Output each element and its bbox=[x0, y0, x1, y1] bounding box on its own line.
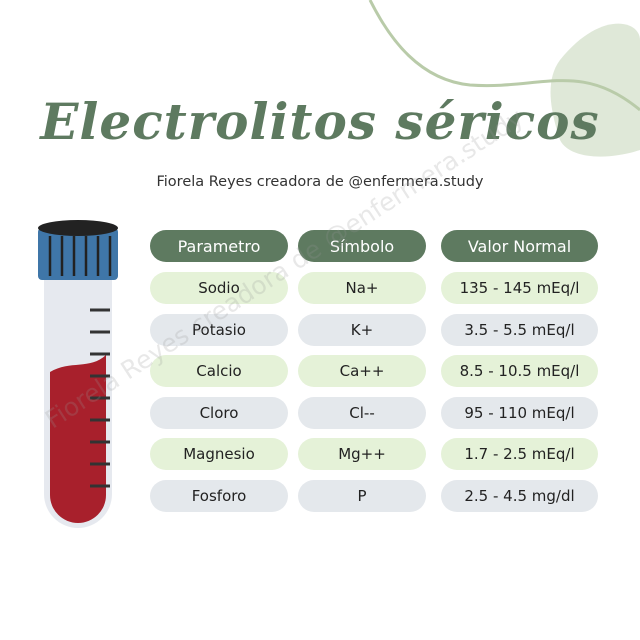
table-cell: Potasio bbox=[150, 313, 288, 346]
table-cell: 8.5 - 10.5 mEq/l bbox=[441, 355, 598, 387]
table-cell: Calcio bbox=[150, 355, 288, 387]
table-cell: 135 - 145 mEq/l bbox=[441, 272, 598, 304]
table-cell: 95 - 110 mEq/l bbox=[441, 396, 598, 429]
table-cell: Magnesio bbox=[150, 438, 288, 470]
table-cell: Sodio bbox=[150, 272, 288, 304]
table-cell: Cl-- bbox=[298, 396, 426, 429]
table-cell: Fosforo bbox=[150, 479, 288, 512]
table-cell: Mg++ bbox=[298, 438, 426, 470]
table-cell: 3.5 - 5.5 mEq/l bbox=[441, 313, 598, 346]
column-header: Símbolo bbox=[298, 230, 426, 262]
subtitle: Fiorela Reyes creadora de @enfermera.stu… bbox=[156, 174, 484, 190]
column-header: Valor Normal bbox=[441, 230, 598, 262]
table-cell: Cloro bbox=[150, 396, 288, 429]
table-cell: K+ bbox=[298, 313, 426, 346]
column-header: Parametro bbox=[150, 230, 288, 262]
table-cell: 1.7 - 2.5 mEq/l bbox=[441, 438, 598, 470]
table-cell: Ca++ bbox=[298, 355, 426, 387]
table-cell: P bbox=[298, 479, 426, 512]
table-cell: Na+ bbox=[298, 272, 426, 304]
table-cell: 2.5 - 4.5 mg/dl bbox=[441, 479, 598, 512]
page-title: Electrolitos séricos bbox=[40, 92, 600, 151]
